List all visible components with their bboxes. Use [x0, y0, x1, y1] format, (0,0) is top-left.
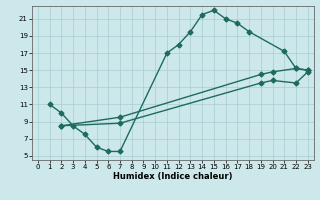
- X-axis label: Humidex (Indice chaleur): Humidex (Indice chaleur): [113, 172, 233, 181]
